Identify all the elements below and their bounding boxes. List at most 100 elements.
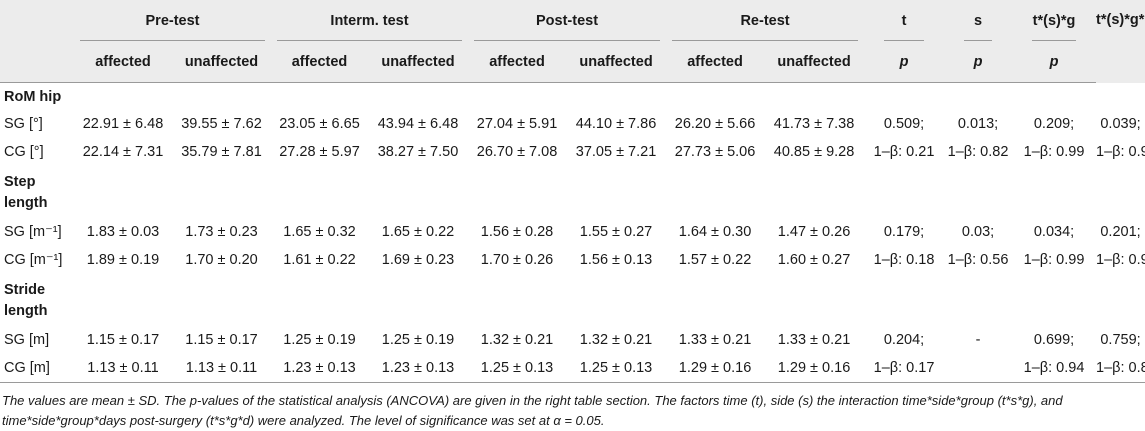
cell: 26.70 ± 7.08 (476, 144, 558, 160)
header-sub-unaffected: unaffected (566, 41, 667, 83)
header-sub-affected: affected (74, 41, 172, 83)
cell: 1.56 ± 0.28 (480, 224, 554, 240)
cell: 1.25 ± 0.13 (468, 354, 567, 383)
stat-cell: 0.013; (957, 116, 999, 132)
cell: 1.56 ± 0.13 (579, 252, 653, 268)
cell: 1.32 ± 0.21 (480, 332, 554, 348)
row-label: SG [m] (4, 332, 50, 348)
cell: 1.29 ± 0.16 (666, 354, 765, 383)
stat-cell: 0.201; (1100, 224, 1141, 240)
stat-cell: 1–β: 0.17 (864, 354, 945, 383)
cell: 27.73 ± 5.06 (674, 144, 756, 160)
header-corner (0, 0, 74, 41)
section-title: RoM hip (4, 88, 62, 105)
header-sub-unaffected: unaffected (368, 41, 469, 83)
cell: 1.15 ± 0.17 (185, 332, 258, 348)
stat-cell: 1–β: 0.99 (1023, 252, 1085, 268)
header-sub-affected: affected (271, 41, 368, 83)
cell: 22.91 ± 6.48 (82, 116, 164, 132)
cell: 1.70 ± 0.20 (185, 252, 258, 268)
cell: 22.14 ± 7.31 (82, 144, 164, 160)
stat-cell (944, 354, 1013, 383)
cell: 1.89 ± 0.19 (86, 252, 160, 268)
cell: 1.23 ± 0.13 (271, 354, 368, 383)
cell: 44.10 ± 7.86 (575, 116, 657, 132)
stat-cell: 0.034; (1033, 224, 1075, 240)
header-sub-affected: affected (468, 41, 567, 83)
stat-cell: 1–β: 0.18 (873, 252, 935, 268)
header-row-sub: affected unaffected affected unaffected … (0, 41, 1145, 83)
section-header-stride-length: Stride length (0, 274, 1145, 326)
stat-cell: 1–β: 0.94 (1012, 354, 1097, 383)
cell: 1.29 ± 0.16 (764, 354, 865, 383)
cell: 1.33 ± 0.21 (678, 332, 752, 348)
cell: 1.25 ± 0.13 (566, 354, 667, 383)
stat-cell: 1–β: 0.82 (947, 144, 1009, 160)
cell: 1.70 ± 0.26 (480, 252, 554, 268)
cell: 1.65 ± 0.32 (283, 224, 356, 240)
cell: 1.32 ± 0.21 (579, 332, 653, 348)
table-row: SG [m⁻¹] 1.83 ± 0.03 1.73 ± 0.23 1.65 ± … (0, 218, 1145, 246)
section-header-rom-hip: RoM hip (0, 83, 1145, 111)
cell: 40.85 ± 9.28 (773, 144, 855, 160)
header-corner-sub (0, 41, 74, 83)
header-p-tsg: p (1012, 41, 1097, 83)
header-row-groups: Pre-test Interm. test Post-test Re-test … (0, 0, 1145, 83)
cell: 1.13 ± 0.11 (74, 354, 172, 383)
cell: 1.60 ± 0.27 (777, 252, 851, 268)
section-title-line: Stride (4, 282, 46, 298)
header-sub-unaffected: unaffected (764, 41, 865, 83)
cell: 1.61 ± 0.22 (283, 252, 356, 268)
header-stat-t: t (864, 0, 945, 41)
row-label: SG [m⁻¹] (4, 224, 62, 240)
cell: 1.69 ± 0.23 (381, 252, 455, 268)
section-header-step-length: Step length (0, 166, 1145, 218)
table-row: CG [°] 22.14 ± 7.31 35.79 ± 7.81 27.28 ±… (0, 138, 1145, 166)
stat-cell: 0.03; (961, 224, 995, 240)
section-title-line: Step (4, 174, 36, 190)
cell: 1.57 ± 0.22 (678, 252, 752, 268)
header-p-t: p (864, 41, 945, 83)
cell: 38.27 ± 7.50 (377, 144, 459, 160)
table-row: CG [m] 1.13 ± 0.11 1.13 ± 0.11 1.23 ± 0.… (0, 354, 1145, 383)
cell: 1.65 ± 0.22 (381, 224, 455, 240)
stat-cell: 0.509; (883, 116, 925, 132)
cell: 1.83 ± 0.03 (86, 224, 160, 240)
cell: 37.05 ± 7.21 (575, 144, 657, 160)
stat-cell: 0.179; (883, 224, 925, 240)
stat-cell: - (975, 332, 981, 348)
cell: 35.79 ± 7.81 (181, 144, 262, 160)
section-title-line: length (4, 195, 48, 211)
stat-cell: 0.204; (883, 332, 925, 348)
stat-cell: 1–β: 0.99 (1096, 144, 1145, 160)
cell: 1.47 ± 0.26 (777, 224, 851, 240)
stat-cell: 0.759; (1100, 332, 1141, 348)
header-interm-test: Interm. test (271, 0, 469, 41)
header-stat-tsg: t*(s)*g (1012, 0, 1097, 41)
stat-cell: 1–β: 0.21 (873, 144, 935, 160)
cell: 1.55 ± 0.27 (579, 224, 653, 240)
stat-cell: 0.039; (1100, 116, 1141, 132)
cell: 41.73 ± 7.38 (773, 116, 855, 132)
row-label: SG [°] (4, 116, 43, 132)
cell: 1.23 ± 0.13 (368, 354, 469, 383)
header-pre-test: Pre-test (74, 0, 271, 41)
cell: 39.55 ± 7.62 (181, 116, 262, 132)
cell: 26.20 ± 5.66 (674, 116, 756, 132)
cell: 23.05 ± 6.65 (279, 116, 360, 132)
stat-cell: 1–β: 0.56 (947, 252, 1009, 268)
cell: 27.04 ± 5.91 (476, 116, 558, 132)
cell: 1.64 ± 0.30 (678, 224, 752, 240)
header-stat-s: s (944, 0, 1013, 41)
cell: 1.25 ± 0.19 (283, 332, 356, 348)
header-sub-unaffected: unaffected (172, 41, 271, 83)
stat-cell: 0.209; (1033, 116, 1075, 132)
table-footnote: The values are mean ± SD. The p-values o… (2, 393, 1063, 428)
section-title: Stride length (0, 274, 1145, 326)
table-row: SG [°] 22.91 ± 6.48 39.55 ± 7.62 23.05 ±… (0, 110, 1145, 138)
table-row: CG [m⁻¹] 1.89 ± 0.19 1.70 ± 0.20 1.61 ± … (0, 246, 1145, 274)
cell: 43.94 ± 6.48 (377, 116, 459, 132)
stat-cell: 1–β: 0.87 (1096, 354, 1145, 383)
header-re-test: Re-test (666, 0, 865, 41)
